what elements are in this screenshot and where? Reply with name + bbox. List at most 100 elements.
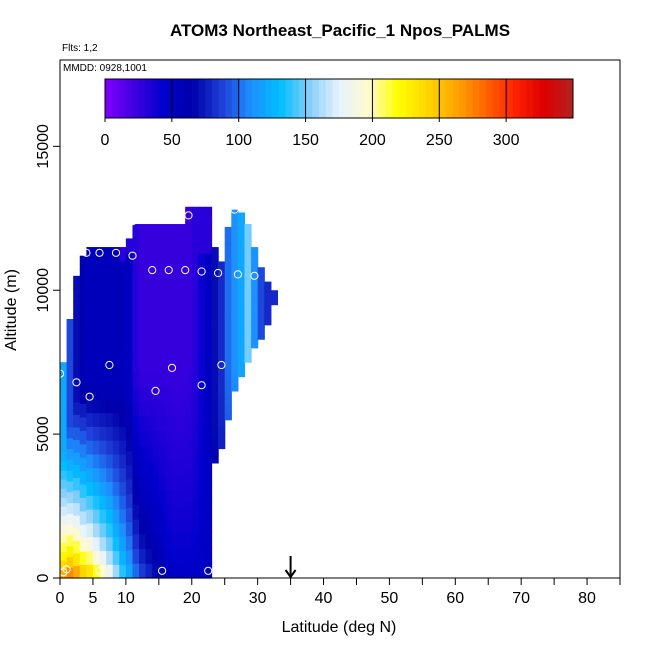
heatmap-cell (178, 327, 186, 343)
heatmap-cell (132, 356, 140, 373)
sample-point (111, 248, 121, 257)
heatmap-cell (60, 362, 68, 372)
heatmap-cell (152, 401, 160, 417)
heatmap-cell (158, 327, 167, 343)
heatmap-cell (165, 504, 173, 520)
heatmap-cell (204, 299, 213, 316)
heatmap-cell (178, 297, 186, 314)
heatmap-cell (165, 548, 173, 564)
heatmap-cell (231, 375, 239, 384)
heatmap-cell (257, 327, 265, 331)
heatmap-cell (191, 361, 199, 378)
heatmap-cell (264, 317, 272, 320)
dates-note: MMDD: 0928,1001 (63, 63, 147, 74)
heatmap-cell (79, 403, 87, 418)
heatmap-cell (73, 439, 81, 453)
x-axis: 0 5 10 20 30 40 50 60 70 80 (56, 578, 621, 607)
colorbar-swatch (258, 79, 266, 118)
heatmap-cell (73, 288, 81, 302)
heatmap-cell (73, 565, 81, 579)
heatmap-cell (231, 277, 239, 286)
heatmap-cell (73, 477, 81, 491)
heatmap-cell (185, 315, 193, 332)
heatmap-cell (79, 564, 87, 579)
heatmap-cell (185, 423, 193, 440)
heatmap-cell (244, 224, 252, 231)
heatmap-cell (79, 483, 87, 499)
heatmap-cell (106, 453, 114, 469)
heatmap-cell (145, 415, 153, 432)
heatmap-cell (125, 379, 134, 395)
heatmap-cell (119, 453, 127, 469)
heatmap-column (79, 255, 87, 579)
heatmap-column (237, 212, 246, 378)
sample-point (181, 266, 190, 275)
heatmap-cell (79, 389, 87, 405)
heatmap-cell (185, 376, 193, 393)
heatmap-cell (172, 563, 180, 579)
heatmap-cell (92, 288, 101, 303)
heatmap-cell (92, 564, 101, 579)
heatmap-column (172, 224, 180, 579)
heatmap-column (264, 281, 272, 326)
heatmap-cell (251, 280, 259, 286)
heatmap-cell (86, 440, 94, 455)
sample-point (72, 231, 81, 240)
heatmap-cell (251, 322, 259, 328)
heatmap-column (211, 247, 219, 464)
heatmap-cell (231, 368, 239, 377)
heatmap-cell (198, 206, 206, 223)
heatmap-cell (218, 370, 226, 379)
heatmap-cell (264, 313, 272, 317)
heatmap-cell (60, 380, 68, 390)
heatmap-cell (73, 338, 81, 352)
heatmap-cell (92, 371, 101, 386)
heatmap-cell (139, 504, 147, 520)
heatmap-column (185, 206, 193, 579)
heatmap-cell (251, 289, 259, 294)
heatmap-cell (172, 533, 180, 550)
heatmap-cell (198, 330, 206, 347)
heatmap-cell (172, 489, 180, 505)
heatmap-cell (224, 251, 232, 260)
heatmap-cell (145, 238, 153, 255)
heatmap-cell (158, 430, 167, 446)
heatmap-cell (145, 356, 153, 373)
heatmap-cell (231, 300, 239, 309)
sample-point (197, 381, 206, 390)
heatmap-cell (112, 412, 120, 427)
heatmap-cell (211, 283, 219, 293)
heatmap-cell (132, 312, 140, 328)
colorbar-swatch (145, 79, 153, 118)
heatmap-cell (139, 519, 147, 535)
heatmap-cell (106, 343, 114, 358)
heatmap-cell (185, 500, 193, 517)
heatmap-cell (60, 398, 68, 408)
arrow-head (284, 569, 297, 579)
heatmap-cell (185, 237, 193, 254)
heatmap-cell (257, 315, 265, 319)
heatmap-cell (191, 392, 199, 409)
heatmap-cell (145, 386, 153, 402)
heatmap-cell (145, 548, 153, 564)
heatmap-cell (125, 394, 134, 409)
heatmap-cell (92, 329, 101, 345)
heatmap-cell (158, 474, 167, 491)
heatmap-cell (119, 343, 127, 358)
heatmap-cell (132, 283, 140, 299)
heatmap-cell (112, 260, 120, 276)
colorbar-tick-label: 300 (493, 132, 520, 149)
heatmap-cell (244, 333, 252, 340)
heatmap-column (191, 206, 199, 579)
heatmap-cell (251, 276, 259, 282)
heatmap-cell (86, 302, 94, 317)
heatmap-cell (125, 252, 134, 268)
heatmap-cell (112, 550, 120, 565)
heatmap-cell (191, 562, 199, 579)
heatmap-column (60, 362, 68, 579)
heatmap-cell (204, 253, 213, 270)
heatmap-cell (204, 315, 213, 332)
heatmap-cell (145, 445, 153, 461)
colorbar-swatch (158, 79, 166, 118)
heatmap-cell (73, 527, 81, 541)
